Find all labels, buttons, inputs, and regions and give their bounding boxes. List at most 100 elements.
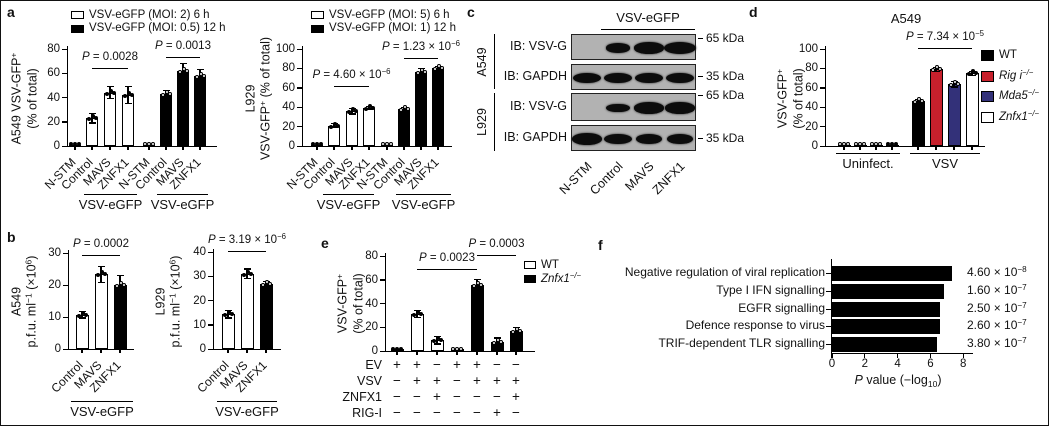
blot-header-label: VSV-eGFP bbox=[616, 10, 680, 25]
y-tick bbox=[380, 326, 386, 329]
data-point bbox=[842, 142, 846, 146]
error-cap bbox=[116, 294, 124, 296]
bar bbox=[113, 285, 127, 349]
bar bbox=[947, 83, 961, 146]
error-cap bbox=[417, 75, 425, 77]
data-point bbox=[223, 313, 227, 318]
x-tick-label: MAVS bbox=[71, 358, 105, 392]
data-point bbox=[354, 109, 358, 114]
bar bbox=[390, 349, 404, 352]
y-tick-label: 40 bbox=[805, 101, 818, 114]
matrix-sign: + bbox=[473, 373, 481, 388]
data-point bbox=[94, 116, 98, 121]
y-tick bbox=[62, 121, 68, 123]
data-point bbox=[185, 68, 189, 73]
data-point bbox=[242, 272, 246, 277]
y-tick bbox=[820, 48, 826, 50]
group-label: VSV bbox=[931, 156, 958, 171]
matrix-sign: + bbox=[453, 357, 461, 372]
data-point bbox=[182, 66, 186, 71]
data-point bbox=[953, 79, 957, 84]
group-line bbox=[84, 194, 137, 196]
data-point bbox=[381, 142, 385, 146]
error-bar bbox=[403, 107, 405, 112]
legend-swatch bbox=[311, 24, 324, 33]
group-label: VSV-eGFP bbox=[70, 404, 134, 419]
legend-swatch bbox=[524, 275, 536, 283]
data-point bbox=[920, 99, 924, 104]
cell-line-label: L929 bbox=[475, 108, 489, 136]
error-bar bbox=[199, 69, 201, 82]
x-tick bbox=[437, 146, 439, 150]
p-value-line bbox=[477, 255, 516, 257]
bar bbox=[470, 284, 484, 351]
matrix-sign: − bbox=[493, 389, 501, 404]
error-cap bbox=[78, 311, 86, 313]
y-tick-label: 0 bbox=[371, 345, 378, 357]
error-cap bbox=[162, 89, 170, 91]
x-tick bbox=[917, 146, 919, 150]
x-tick bbox=[929, 353, 931, 358]
data-point bbox=[351, 107, 355, 112]
data-point bbox=[432, 339, 436, 344]
x-tick bbox=[831, 353, 833, 358]
matrix-sign: − bbox=[453, 389, 461, 404]
legend-swatch bbox=[71, 24, 84, 33]
error-bar bbox=[81, 311, 83, 318]
data-point bbox=[412, 313, 416, 318]
x-tick bbox=[333, 146, 335, 150]
data-point bbox=[894, 142, 898, 146]
data-point bbox=[974, 71, 978, 76]
y-tick-label: 100 bbox=[275, 43, 295, 55]
error-bar bbox=[119, 275, 121, 295]
x-tick bbox=[396, 351, 398, 355]
x-tick-label: N-STM bbox=[283, 155, 321, 192]
bar bbox=[143, 144, 155, 147]
data-point bbox=[492, 340, 496, 345]
y-tick-label: 40 bbox=[193, 246, 206, 258]
error-bar bbox=[496, 337, 498, 346]
data-point bbox=[403, 105, 407, 110]
error-cap bbox=[106, 86, 114, 88]
matrix-sign: + bbox=[493, 405, 501, 420]
blot-band bbox=[604, 72, 632, 84]
y-axis-line bbox=[825, 46, 827, 146]
p-value-label: 2.50 × 10−7 bbox=[967, 300, 1027, 315]
antibody-label: IB: GAPDH bbox=[503, 130, 567, 144]
y-tick-label: 60 bbox=[805, 81, 818, 94]
x-tick bbox=[91, 146, 93, 150]
error-bar bbox=[333, 123, 335, 128]
data-point bbox=[399, 347, 403, 351]
x-tick bbox=[897, 353, 899, 358]
antibody-label: IB: VSV-G bbox=[510, 39, 567, 53]
blot-band bbox=[573, 72, 601, 84]
data-point bbox=[436, 336, 440, 341]
x-tick bbox=[119, 349, 121, 353]
error-cap bbox=[348, 107, 356, 109]
data-point bbox=[459, 347, 463, 351]
data-point bbox=[261, 282, 265, 287]
error-bar bbox=[416, 310, 418, 318]
y-tick-label: 10 bbox=[48, 311, 61, 323]
data-point bbox=[143, 142, 147, 146]
y-tick-label: 80 bbox=[365, 250, 378, 262]
y-tick bbox=[297, 87, 303, 89]
y-tick bbox=[820, 126, 826, 128]
group-line bbox=[157, 194, 208, 196]
data-point bbox=[311, 142, 315, 146]
matrix-row-label: VSV bbox=[356, 374, 382, 388]
y-tick bbox=[297, 48, 303, 50]
y-tick-label: 30 bbox=[48, 247, 61, 259]
y-axis-label: VSV-GFP+ (% of total) bbox=[774, 68, 806, 129]
x-tick-label: 8 bbox=[959, 358, 967, 370]
error-cap bbox=[512, 326, 520, 328]
data-point bbox=[862, 142, 866, 146]
y-tick bbox=[820, 106, 826, 109]
data-point bbox=[416, 310, 420, 315]
bar bbox=[194, 75, 206, 146]
y-tick-label: 20 bbox=[47, 115, 60, 128]
data-point bbox=[399, 108, 403, 113]
error-cap bbox=[434, 69, 442, 72]
x-tick bbox=[109, 146, 111, 150]
